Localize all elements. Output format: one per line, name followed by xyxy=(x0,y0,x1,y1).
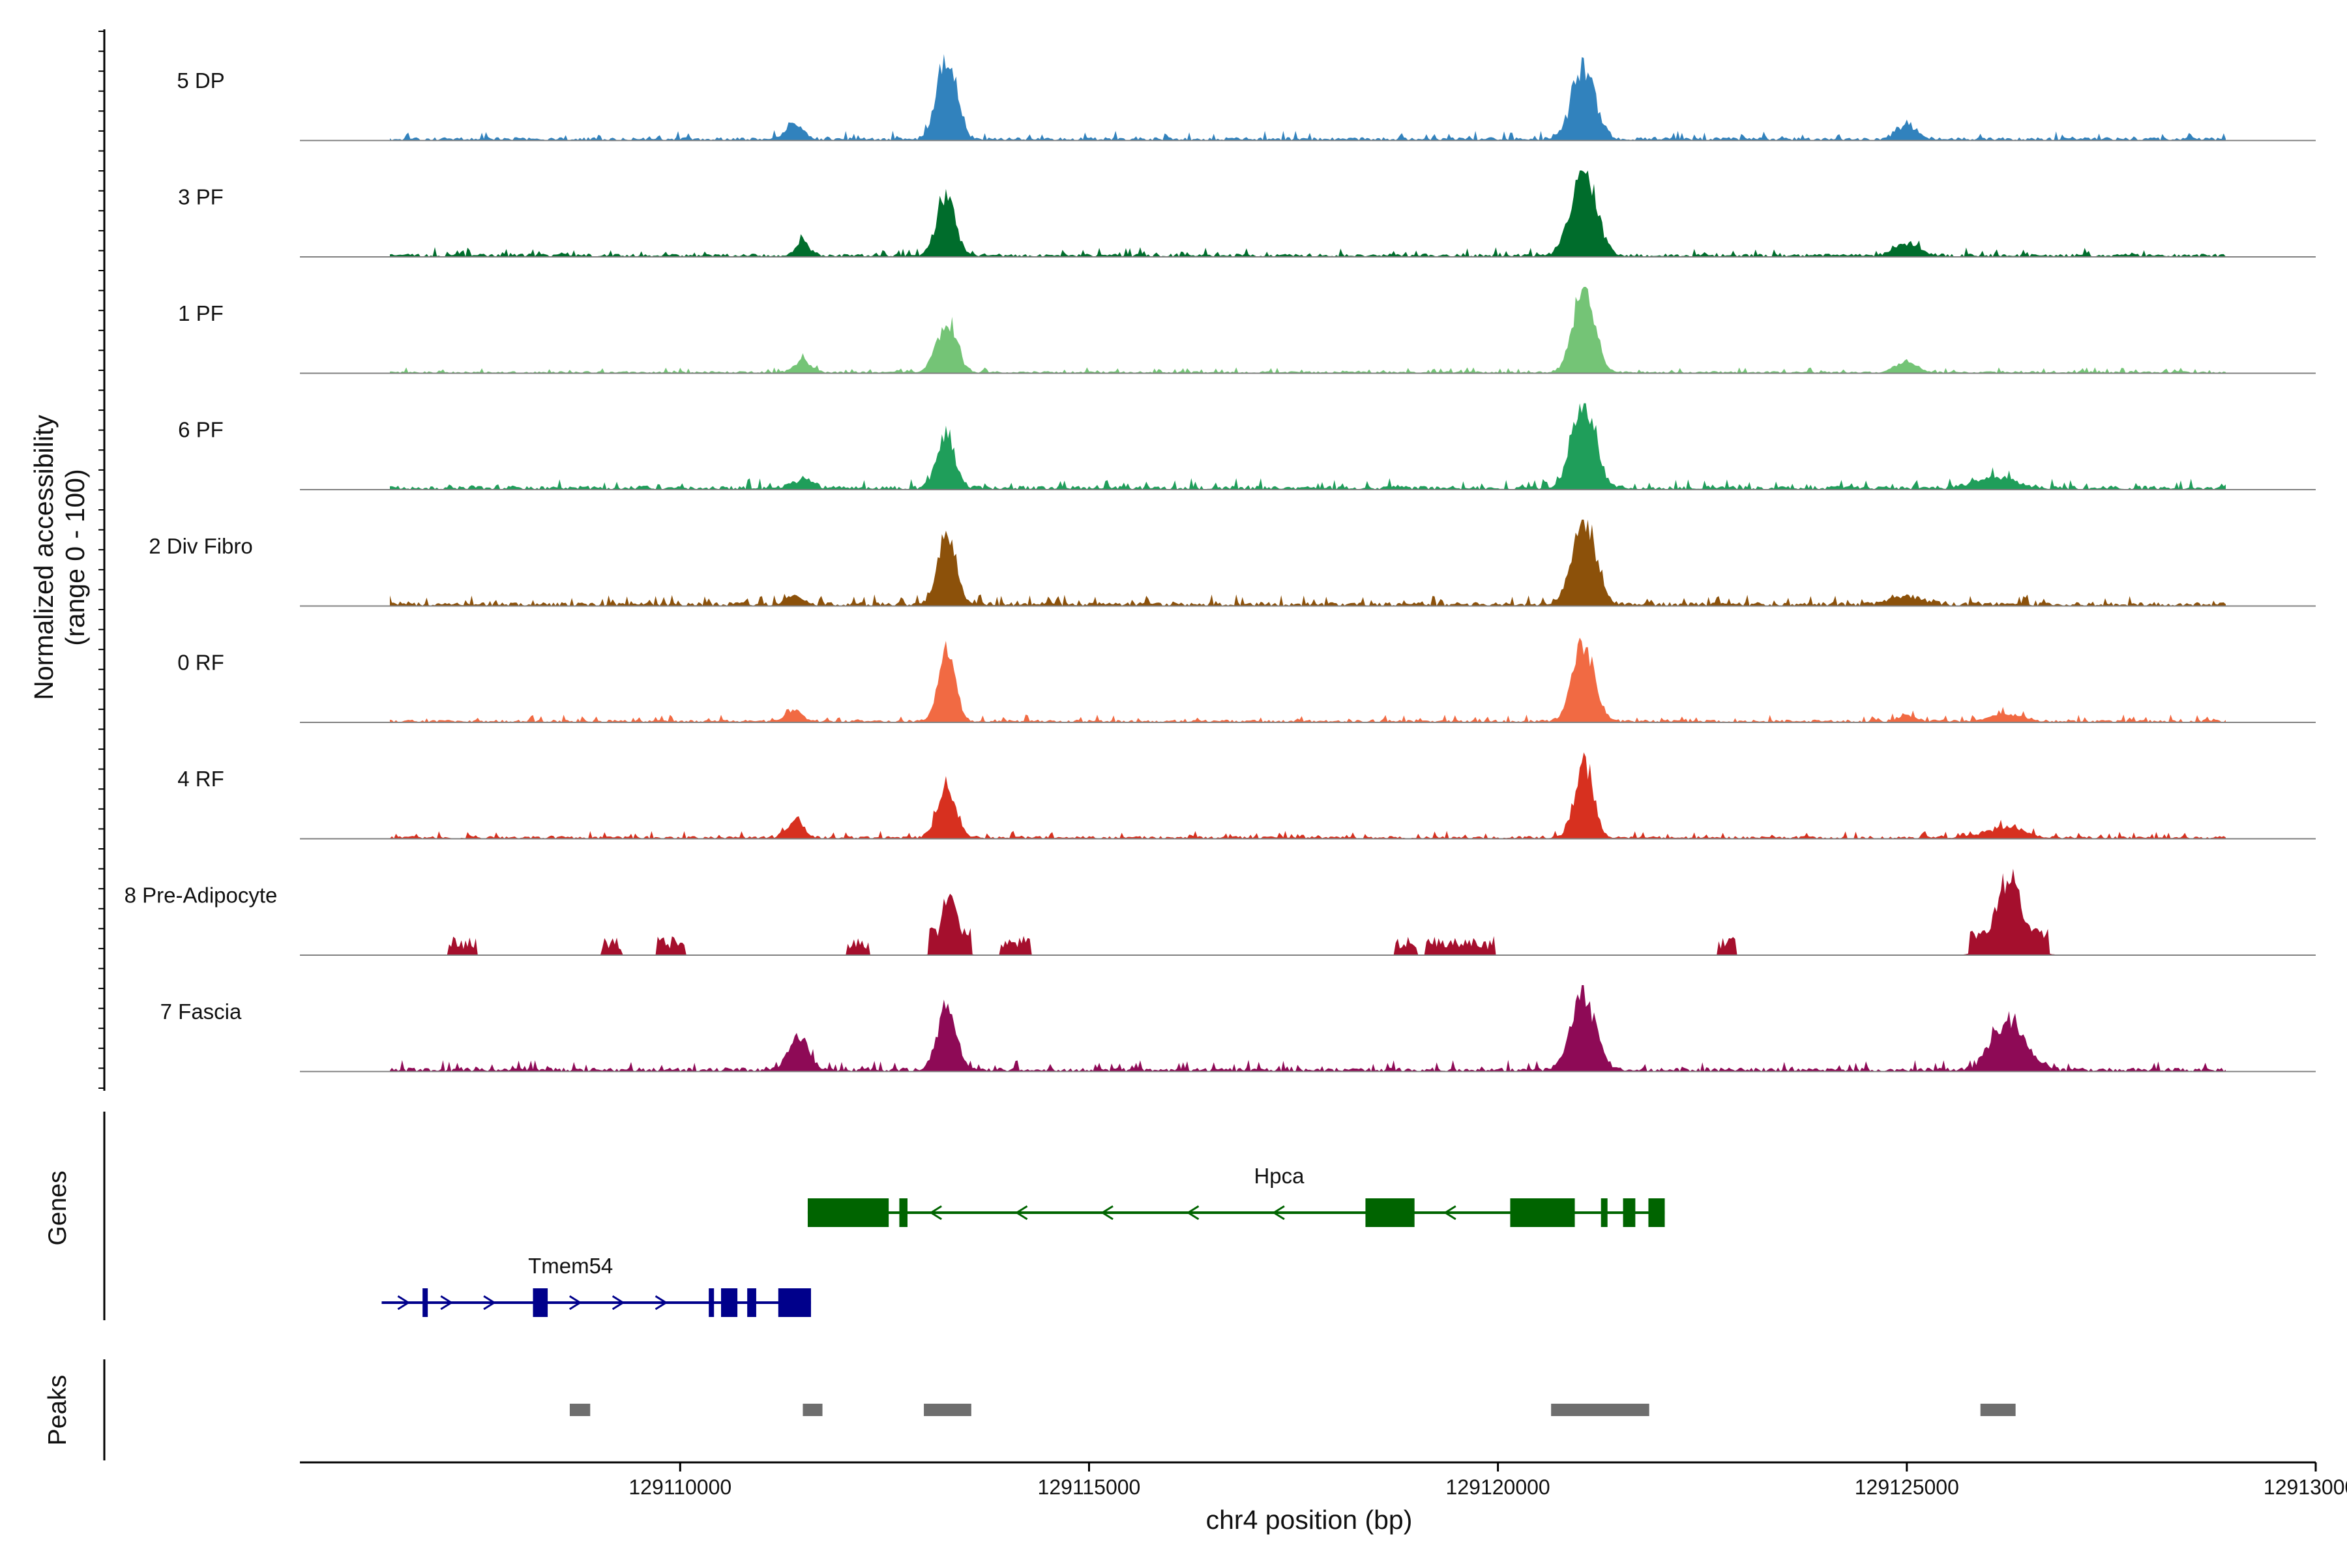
coverage-area xyxy=(390,868,2226,955)
strand-arrow xyxy=(440,1295,454,1310)
peaks-panel: Peaks xyxy=(44,1359,2016,1460)
gene-tmem54: Tmem54 xyxy=(381,1254,811,1317)
coverage-area xyxy=(390,170,2226,257)
strand-arrow xyxy=(1100,1205,1114,1220)
x-tick-label: 129125000 xyxy=(1855,1475,1959,1499)
track-label: 0 RF xyxy=(177,651,224,675)
y-axis-title-line2: (range 0 - 100) xyxy=(60,469,90,645)
peaks-panel-label: Peaks xyxy=(44,1375,72,1445)
coverage-area xyxy=(390,752,2226,838)
exon-block xyxy=(1623,1198,1636,1227)
peak-region xyxy=(1980,1404,2016,1416)
strand-arrow xyxy=(1186,1205,1200,1220)
track-label: 5 DP xyxy=(177,68,224,93)
strand-arrow xyxy=(1443,1205,1456,1220)
y-axis-title-line1: Normalized accessibility xyxy=(29,415,59,700)
track-label: 1 PF xyxy=(178,301,224,325)
x-tick-label: 129120000 xyxy=(1446,1475,1550,1499)
peak-region xyxy=(803,1404,823,1416)
gene-name-label: Hpca xyxy=(1254,1164,1305,1188)
track-7-fascia: 7 Fascia xyxy=(160,985,2316,1072)
strand-arrow xyxy=(929,1205,942,1220)
exon-block xyxy=(1365,1198,1415,1227)
x-tick-label: 129115000 xyxy=(1038,1475,1141,1499)
coverage-area xyxy=(390,287,2226,373)
strand-arrow xyxy=(483,1295,496,1310)
exon-block xyxy=(709,1288,715,1317)
track-3-pf: 3 PF xyxy=(178,170,2316,258)
peak-region xyxy=(924,1404,971,1416)
track-label: 7 Fascia xyxy=(160,999,242,1024)
strand-arrow xyxy=(1014,1205,1028,1220)
exon-block xyxy=(720,1288,738,1317)
coverage-area xyxy=(390,638,2226,722)
exon-block xyxy=(1601,1198,1608,1227)
track-8-pre-adipocyte: 8 Pre-Adipocyte xyxy=(125,868,2316,956)
exon-block xyxy=(807,1198,889,1227)
track-label: 3 PF xyxy=(178,185,224,209)
exon-block xyxy=(422,1288,428,1317)
track-0-rf: 0 RF xyxy=(177,638,2316,723)
strand-arrow xyxy=(568,1295,582,1310)
track-5-dp: 5 DP xyxy=(177,54,2316,141)
gene-annotation-panel: Genes Hpca Tmem54 xyxy=(44,1112,1665,1320)
track-4-rf: 4 RF xyxy=(177,752,2316,840)
exon-block xyxy=(1510,1198,1575,1227)
x-axis-title: chr4 position (bp) xyxy=(1206,1505,1413,1535)
gene-hpca: Hpca xyxy=(807,1164,1665,1227)
exon-block xyxy=(778,1288,811,1317)
strand-arrow xyxy=(397,1295,411,1310)
x-tick-label: 129110000 xyxy=(628,1475,731,1499)
coverage-area xyxy=(390,985,2226,1071)
strand-arrow xyxy=(655,1295,668,1310)
track-label: 8 Pre-Adipocyte xyxy=(125,883,278,908)
y-axis-title: Normalized accessibility (range 0 - 100) xyxy=(29,415,90,700)
genes-panel-label: Genes xyxy=(44,1171,72,1246)
exon-block xyxy=(1648,1198,1665,1227)
peak-region xyxy=(569,1404,591,1416)
exon-block xyxy=(533,1288,548,1317)
coverage-area xyxy=(390,54,2226,140)
exon-block xyxy=(747,1288,756,1317)
track-label: 2 Div Fibro xyxy=(149,534,253,558)
x-tick-label: 129130000 xyxy=(2264,1475,2347,1499)
coverage-area xyxy=(390,520,2226,606)
strand-arrow xyxy=(612,1295,625,1310)
strand-arrow xyxy=(1272,1205,1285,1220)
track-2-div-fibro: 2 Div Fibro xyxy=(149,520,2316,607)
peak-region xyxy=(1551,1404,1649,1416)
exon-block xyxy=(899,1198,908,1227)
coverage-tracks: 5 DP 3 PF 1 PF 6 PF 2 Div Fibro 0 RF 4 RF 8 Pre… xyxy=(98,29,2316,1091)
track-label: 4 RF xyxy=(177,767,224,791)
coverage-area xyxy=(390,403,2226,490)
track-6-pf: 6 PF xyxy=(178,403,2316,490)
track-1-pf: 1 PF xyxy=(178,287,2316,374)
track-label: 6 PF xyxy=(178,418,224,442)
x-axis: chr4 position (bp) 129110000 129115000 129… xyxy=(300,1461,2347,1535)
gene-name-label: Tmem54 xyxy=(528,1254,613,1278)
